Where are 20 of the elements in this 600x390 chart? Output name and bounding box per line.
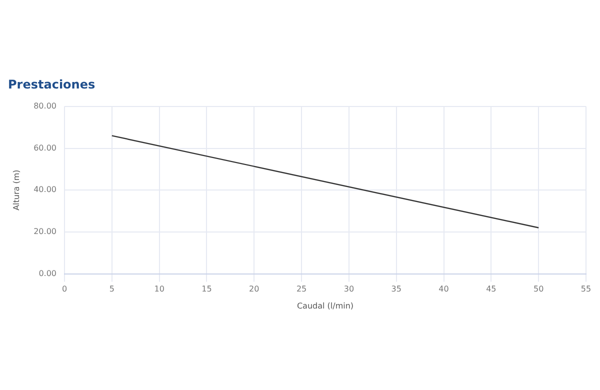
x-tick-label: 50 [533,284,544,294]
x-axis-title: Caudal (l/min) [296,301,354,310]
x-tick-label: 30 [344,284,354,294]
x-tick-label: 0 [62,284,68,294]
x-tick-label: 10 [154,284,164,294]
x-tick-label: 20 [249,284,260,294]
x-tick-label: 55 [580,284,592,294]
x-tick-label: 45 [486,284,496,294]
y-tick-label: 20.00 [34,227,56,236]
x-tick-label: 5 [109,284,114,294]
y-tick-label: 0.00 [38,268,56,278]
x-tick-label: 15 [202,284,212,294]
y-tick-label: 60.00 [34,143,56,152]
y-tick-label: 80.00 [34,101,56,110]
chart-title: Prestaciones [8,77,96,92]
y-tick-label: 40.00 [34,185,56,194]
x-tick-label: 35 [391,284,402,294]
y-axis-title: Altura (m) [12,170,21,210]
x-tick-label: 40 [438,284,449,294]
x-tick-label: 25 [296,284,307,294]
